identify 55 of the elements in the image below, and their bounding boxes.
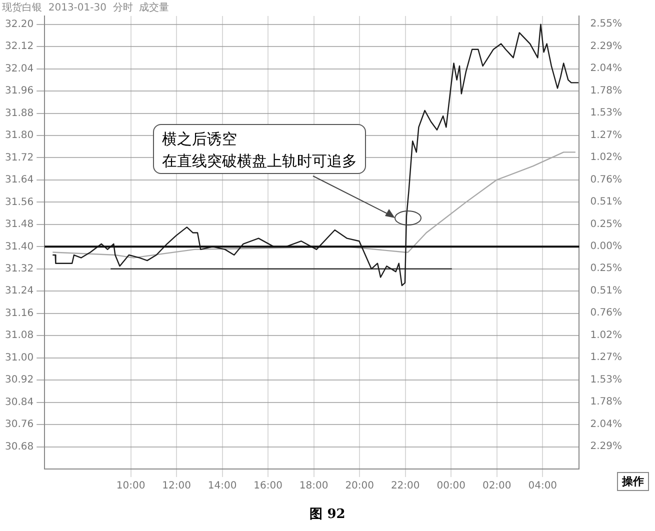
x-tick-label: 18:00 [299, 480, 328, 492]
y2-tick-label: 0.51% [590, 286, 622, 297]
y2-tick-label: 0.76% [590, 307, 622, 318]
y-tick-label: 30.92 [4, 374, 34, 386]
y2-tick-label: 1.02% [590, 152, 622, 163]
y-tick-label: 31.56 [4, 196, 34, 208]
x-tick-label: 16:00 [254, 480, 282, 492]
y-tick-label: 31.88 [4, 108, 34, 119]
y-tick-label: 31.08 [4, 330, 34, 342]
y-tick-label: 31.48 [4, 219, 34, 230]
y-tick-label: 31.80 [4, 130, 34, 142]
y-tick-label: 30.68 [4, 441, 34, 452]
x-tick-label: 10:00 [116, 480, 146, 492]
x-tick-label: 14:00 [208, 480, 237, 492]
y2-tick-label: 0.25% [590, 262, 622, 274]
y-tick-label: 30.84 [4, 396, 34, 408]
y-tick-label: 31.32 [4, 263, 34, 274]
x-tick-label: 20:00 [345, 480, 374, 492]
y2-tick-label: 1.53% [590, 374, 622, 386]
x-tick-label: 04:00 [528, 480, 558, 492]
y-tick-label: 31.40 [4, 241, 34, 252]
y2-tick-label: 2.55% [590, 18, 622, 30]
y2-tick-label: 0.76% [590, 174, 622, 186]
y2-tick-label: 1.27% [590, 130, 622, 142]
x-tick-label: 00:00 [436, 480, 466, 492]
y-tick-label: 31.72 [4, 152, 34, 164]
y2-tick-label: 1.02% [590, 330, 622, 342]
x-tick-label: 12:00 [162, 480, 191, 492]
y2-tick-label: 2.29% [590, 440, 622, 452]
y2-tick-label: 0.25% [590, 219, 622, 230]
x-tick-label: 02:00 [482, 480, 512, 492]
text: 操作 [617, 472, 649, 491]
y-tick-label: 31.96 [4, 86, 34, 97]
y-tick-label: 31.64 [4, 174, 34, 186]
y2-tick-label: 1.27% [590, 352, 622, 363]
y2-tick-label: 0.00% [590, 241, 622, 252]
chart-title: 现货白银 2013-01-30 分时 成交量 [2, 2, 170, 14]
y-tick-label: 31.24 [4, 286, 34, 297]
y-tick-label: 32.12 [4, 41, 34, 52]
y2-tick-label: 0.51% [590, 196, 622, 208]
y-tick-label: 32.20 [4, 18, 34, 30]
annotation: 在直线突破横盘上轨时可追多 [162, 151, 358, 172]
y-tick-label: 32.04 [4, 63, 34, 74]
y2-tick-label: 2.04% [590, 62, 622, 74]
y2-tick-label: 2.04% [590, 419, 622, 430]
y-tick-label: 31.16 [4, 308, 34, 319]
y2-tick-label: 1.78% [590, 396, 622, 408]
x-tick-label: 22:00 [390, 480, 420, 492]
y2-tick-label: 1.53% [590, 107, 622, 118]
y2-tick-label: 2.29% [590, 41, 622, 52]
y-tick-label: 30.76 [4, 419, 34, 430]
y-tick-label: 31.00 [4, 352, 34, 364]
caption: 图 92 [308, 506, 346, 523]
y2-tick-label: 1.78% [590, 86, 622, 97]
annotation: 横之后诱空 [162, 129, 238, 150]
